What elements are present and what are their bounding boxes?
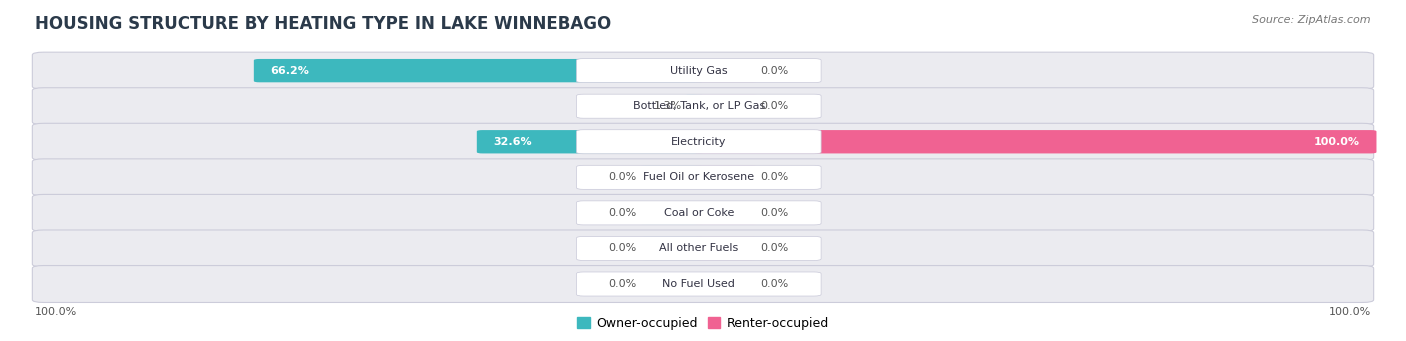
FancyBboxPatch shape bbox=[576, 165, 821, 189]
Text: 66.2%: 66.2% bbox=[271, 65, 309, 76]
Text: 0.0%: 0.0% bbox=[761, 208, 789, 218]
FancyBboxPatch shape bbox=[693, 272, 758, 296]
FancyBboxPatch shape bbox=[640, 201, 704, 225]
FancyBboxPatch shape bbox=[576, 236, 821, 261]
FancyBboxPatch shape bbox=[32, 266, 1374, 302]
Text: 0.0%: 0.0% bbox=[609, 279, 637, 289]
Text: Source: ZipAtlas.com: Source: ZipAtlas.com bbox=[1253, 15, 1371, 25]
FancyBboxPatch shape bbox=[32, 230, 1374, 267]
Text: No Fuel Used: No Fuel Used bbox=[662, 279, 735, 289]
Text: 0.0%: 0.0% bbox=[609, 172, 637, 182]
FancyBboxPatch shape bbox=[640, 166, 704, 189]
FancyBboxPatch shape bbox=[693, 94, 758, 118]
FancyBboxPatch shape bbox=[693, 201, 758, 225]
Text: 0.0%: 0.0% bbox=[609, 208, 637, 218]
Text: 0.0%: 0.0% bbox=[761, 65, 789, 76]
Text: 0.0%: 0.0% bbox=[761, 279, 789, 289]
FancyBboxPatch shape bbox=[576, 59, 821, 83]
FancyBboxPatch shape bbox=[576, 130, 821, 154]
FancyBboxPatch shape bbox=[693, 237, 758, 260]
Text: 100.0%: 100.0% bbox=[1329, 307, 1371, 317]
Text: All other Fuels: All other Fuels bbox=[659, 243, 738, 253]
Text: Coal or Coke: Coal or Coke bbox=[664, 208, 734, 218]
Text: 0.0%: 0.0% bbox=[761, 172, 789, 182]
Text: 100.0%: 100.0% bbox=[35, 307, 77, 317]
FancyBboxPatch shape bbox=[685, 94, 704, 118]
FancyBboxPatch shape bbox=[254, 59, 704, 82]
FancyBboxPatch shape bbox=[693, 59, 758, 82]
FancyBboxPatch shape bbox=[32, 52, 1374, 89]
Text: 100.0%: 100.0% bbox=[1313, 137, 1360, 147]
FancyBboxPatch shape bbox=[32, 88, 1374, 125]
Text: Utility Gas: Utility Gas bbox=[671, 65, 727, 76]
Text: 0.0%: 0.0% bbox=[609, 243, 637, 253]
FancyBboxPatch shape bbox=[32, 194, 1374, 231]
FancyBboxPatch shape bbox=[576, 272, 821, 296]
Text: HOUSING STRUCTURE BY HEATING TYPE IN LAKE WINNEBAGO: HOUSING STRUCTURE BY HEATING TYPE IN LAK… bbox=[35, 15, 612, 33]
FancyBboxPatch shape bbox=[693, 166, 758, 189]
Text: 0.0%: 0.0% bbox=[761, 243, 789, 253]
FancyBboxPatch shape bbox=[640, 237, 704, 260]
FancyBboxPatch shape bbox=[32, 159, 1374, 196]
Text: 1.3%: 1.3% bbox=[654, 101, 682, 111]
FancyBboxPatch shape bbox=[576, 201, 821, 225]
FancyBboxPatch shape bbox=[693, 130, 1376, 153]
FancyBboxPatch shape bbox=[576, 94, 821, 118]
FancyBboxPatch shape bbox=[640, 272, 704, 296]
Text: Fuel Oil or Kerosene: Fuel Oil or Kerosene bbox=[643, 172, 755, 182]
Text: 0.0%: 0.0% bbox=[761, 101, 789, 111]
FancyBboxPatch shape bbox=[32, 123, 1374, 160]
Legend: Owner-occupied, Renter-occupied: Owner-occupied, Renter-occupied bbox=[572, 312, 834, 335]
Text: 32.6%: 32.6% bbox=[494, 137, 533, 147]
Text: Electricity: Electricity bbox=[671, 137, 727, 147]
Text: Bottled, Tank, or LP Gas: Bottled, Tank, or LP Gas bbox=[633, 101, 765, 111]
FancyBboxPatch shape bbox=[477, 130, 704, 153]
